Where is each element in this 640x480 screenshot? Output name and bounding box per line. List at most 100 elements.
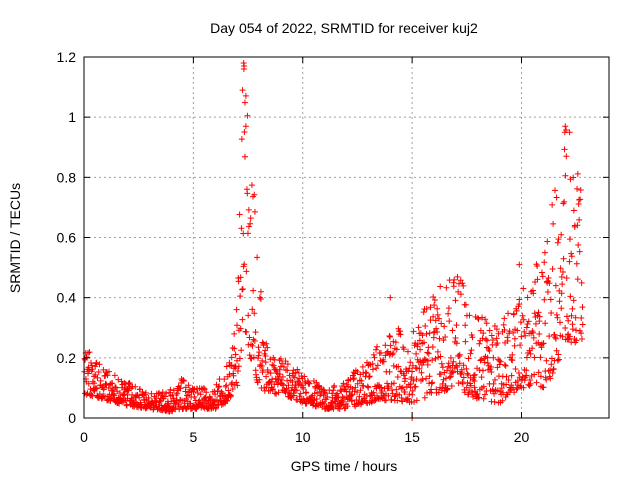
- data-point: [245, 206, 252, 213]
- data-point: [500, 321, 507, 328]
- data-point: [255, 352, 262, 359]
- data-point: [409, 368, 416, 375]
- data-point: [396, 391, 403, 398]
- data-point: [401, 372, 408, 379]
- data-point: [322, 390, 329, 397]
- data-point: [433, 325, 440, 332]
- data-point: [375, 395, 382, 402]
- data-point: [235, 363, 242, 370]
- data-point: [279, 360, 286, 367]
- data-point: [484, 337, 491, 344]
- data-point: [354, 389, 361, 396]
- data-point: [554, 314, 561, 321]
- data-point: [558, 231, 565, 238]
- data-point: [360, 382, 367, 389]
- data-point: [579, 304, 586, 311]
- data-point: [97, 377, 104, 384]
- data-point: [523, 372, 530, 379]
- data-point: [331, 382, 338, 389]
- data-point: [257, 361, 264, 368]
- data-point: [251, 208, 258, 215]
- data-point: [244, 112, 251, 119]
- data-point: [404, 395, 411, 402]
- data-point: [88, 391, 95, 398]
- data-point: [289, 378, 296, 385]
- data-point: [555, 236, 562, 243]
- data-point: [484, 359, 491, 366]
- data-point: [328, 399, 335, 406]
- data-point: [509, 351, 516, 358]
- data-point: [185, 382, 192, 389]
- data-point: [558, 290, 565, 297]
- data-point: [241, 153, 248, 160]
- data-point: [236, 211, 243, 218]
- data-point: [223, 382, 230, 389]
- data-point: [495, 330, 502, 337]
- data-point: [91, 373, 98, 380]
- data-point: [519, 373, 526, 380]
- data-point: [494, 340, 501, 347]
- data-point: [297, 390, 304, 397]
- data-point: [453, 322, 460, 329]
- data-point: [546, 280, 553, 287]
- data-point: [497, 358, 504, 365]
- data-point: [577, 196, 584, 203]
- data-point: [463, 365, 470, 372]
- data-point: [541, 249, 548, 256]
- data-point: [426, 330, 433, 337]
- data-point: [565, 317, 572, 324]
- x-tick-label: 10: [295, 429, 311, 445]
- data-point: [267, 370, 274, 377]
- data-point: [306, 380, 313, 387]
- data-point: [496, 361, 503, 368]
- data-point: [520, 285, 527, 292]
- data-point: [401, 388, 408, 395]
- data-point: [89, 378, 96, 385]
- data-point: [237, 293, 244, 300]
- data-point: [407, 359, 414, 366]
- data-point: [234, 382, 241, 389]
- data-point: [526, 377, 533, 384]
- data-point: [559, 281, 566, 288]
- data-point: [566, 258, 573, 265]
- data-point: [392, 339, 399, 346]
- data-point: [412, 340, 419, 347]
- data-point: [552, 335, 559, 342]
- data-point: [517, 382, 524, 389]
- data-point: [349, 398, 356, 405]
- data-point: [547, 375, 554, 382]
- data-point: [546, 333, 553, 340]
- data-point: [244, 230, 251, 237]
- data-point: [510, 310, 517, 317]
- data-point: [505, 310, 512, 317]
- data-point: [486, 347, 493, 354]
- data-point: [336, 405, 343, 412]
- data-point: [579, 321, 586, 328]
- data-point: [462, 301, 469, 308]
- data-point: [256, 376, 263, 383]
- data-point: [85, 370, 92, 377]
- data-point: [462, 322, 469, 329]
- x-axis-label: GPS time / hours: [291, 458, 398, 474]
- data-point: [409, 387, 416, 394]
- data-point: [536, 313, 543, 320]
- data-point: [256, 349, 263, 356]
- data-point: [537, 383, 544, 390]
- data-point: [351, 370, 358, 377]
- x-tick-label: 15: [404, 429, 420, 445]
- data-point: [434, 348, 441, 355]
- data-point: [274, 381, 281, 388]
- data-point: [259, 357, 266, 364]
- data-point: [111, 372, 118, 379]
- data-point: [248, 182, 255, 189]
- data-point: [578, 330, 585, 337]
- data-point: [418, 369, 425, 376]
- data-point: [224, 394, 231, 401]
- data-point: [395, 363, 402, 370]
- data-point: [578, 335, 585, 342]
- data-point: [515, 370, 522, 377]
- data-point: [451, 276, 458, 283]
- data-point: [104, 372, 111, 379]
- data-point: [576, 216, 583, 223]
- data-point: [239, 87, 246, 94]
